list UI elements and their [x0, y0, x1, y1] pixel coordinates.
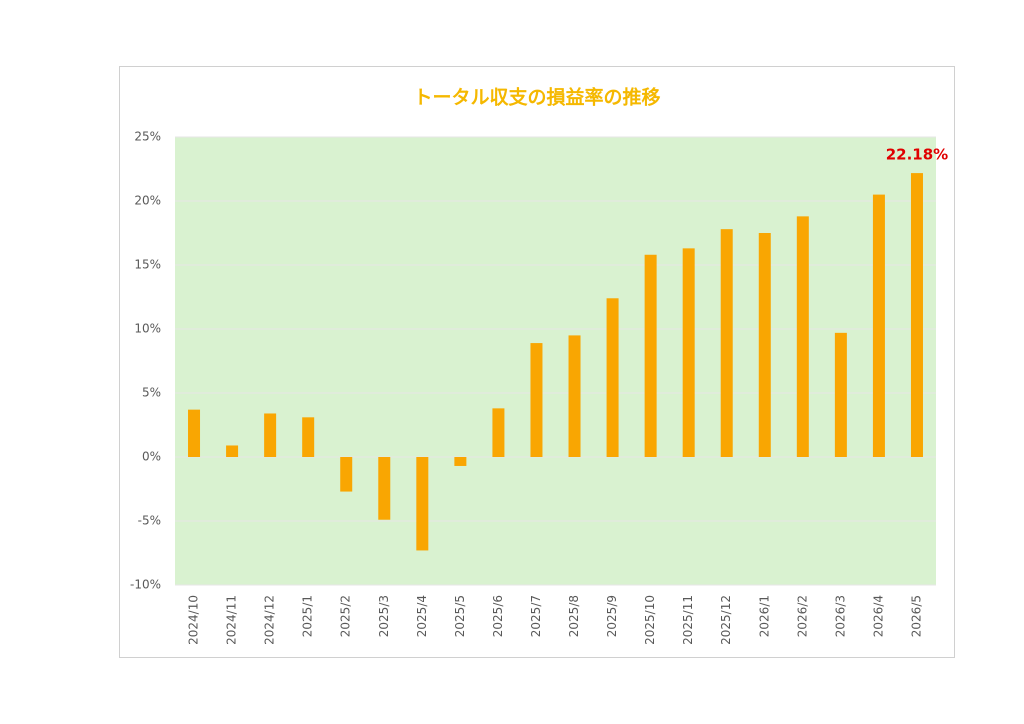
x-tick-label: 2025/12 — [719, 595, 733, 645]
x-tick-label: 2025/11 — [681, 595, 695, 645]
y-tick-label: 25% — [134, 130, 161, 144]
y-tick-label: 20% — [134, 194, 161, 208]
x-tick-label: 2026/3 — [833, 595, 847, 637]
bar — [682, 248, 695, 457]
data-label: 22.18% — [886, 146, 948, 164]
bar — [910, 173, 923, 457]
bar — [454, 457, 467, 466]
x-tick-label: 2026/5 — [909, 595, 923, 637]
bar — [492, 408, 505, 457]
x-tick-label: 2026/2 — [795, 595, 809, 637]
bar — [720, 229, 733, 457]
bar — [188, 409, 201, 457]
x-tick-label: 2025/4 — [415, 595, 429, 637]
x-tick-label: 2025/10 — [643, 595, 657, 645]
x-tick-label: 2025/9 — [605, 595, 619, 637]
x-tick-label: 2026/4 — [871, 595, 885, 637]
x-tick-label: 2025/2 — [339, 595, 353, 637]
bar — [606, 298, 619, 457]
y-tick-label: 5% — [142, 386, 161, 400]
plot-area — [175, 137, 936, 585]
bar — [834, 332, 847, 457]
x-tick-label: 2025/7 — [529, 595, 543, 637]
bar — [416, 457, 429, 551]
x-tick-label: 2026/1 — [757, 595, 771, 637]
x-tick-label: 2024/11 — [225, 595, 239, 645]
x-tick-label: 2025/1 — [301, 595, 315, 637]
bar — [796, 216, 809, 457]
bar — [226, 445, 239, 457]
x-tick-label: 2025/8 — [567, 595, 581, 637]
x-tick-label: 2025/5 — [453, 595, 467, 637]
y-tick-label: -5% — [138, 514, 161, 528]
bar — [872, 194, 885, 457]
chart-title: トータル収支の損益率の推移 — [413, 86, 660, 109]
y-tick-label: -10% — [130, 578, 161, 592]
x-tick-label: 2024/10 — [187, 595, 201, 645]
bar — [378, 457, 391, 520]
x-tick-label: 2025/3 — [377, 595, 391, 637]
bar — [568, 335, 581, 457]
y-tick-label: 10% — [134, 322, 161, 336]
bar — [340, 457, 353, 492]
bar — [302, 417, 315, 457]
bar — [530, 343, 543, 457]
y-tick-label: 0% — [142, 450, 161, 464]
bar — [264, 413, 277, 457]
x-tick-label: 2025/6 — [491, 595, 505, 637]
x-tick-label: 2024/12 — [263, 595, 277, 645]
bar — [644, 254, 657, 457]
bar — [758, 233, 771, 457]
y-tick-label: 15% — [134, 258, 161, 272]
